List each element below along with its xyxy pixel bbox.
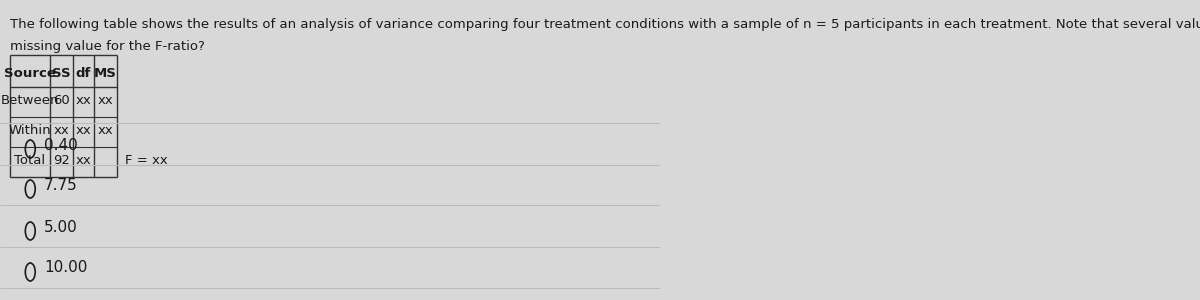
Text: 60: 60 bbox=[53, 94, 70, 107]
Text: xx: xx bbox=[76, 94, 91, 107]
Text: xx: xx bbox=[53, 124, 68, 137]
Text: Source: Source bbox=[4, 67, 55, 80]
Text: Between: Between bbox=[0, 94, 59, 107]
Text: Total: Total bbox=[14, 154, 46, 167]
Text: 5.00: 5.00 bbox=[44, 220, 78, 235]
Text: 92: 92 bbox=[53, 154, 70, 167]
Text: 10.00: 10.00 bbox=[44, 260, 88, 275]
Text: MS: MS bbox=[94, 67, 116, 80]
Text: xx: xx bbox=[76, 154, 91, 167]
Text: 7.75: 7.75 bbox=[44, 178, 78, 193]
Text: F = xx: F = xx bbox=[125, 154, 168, 167]
Text: missing value for the F-ratio?: missing value for the F-ratio? bbox=[10, 40, 205, 53]
Text: Within: Within bbox=[8, 124, 52, 137]
Text: xx: xx bbox=[76, 124, 91, 137]
Text: xx: xx bbox=[97, 124, 113, 137]
Text: xx: xx bbox=[97, 94, 113, 107]
Text: SS: SS bbox=[52, 67, 71, 80]
Text: df: df bbox=[76, 67, 91, 80]
Text: 0.40: 0.40 bbox=[44, 137, 78, 152]
Text: The following table shows the results of an analysis of variance comparing four : The following table shows the results of… bbox=[10, 18, 1200, 31]
